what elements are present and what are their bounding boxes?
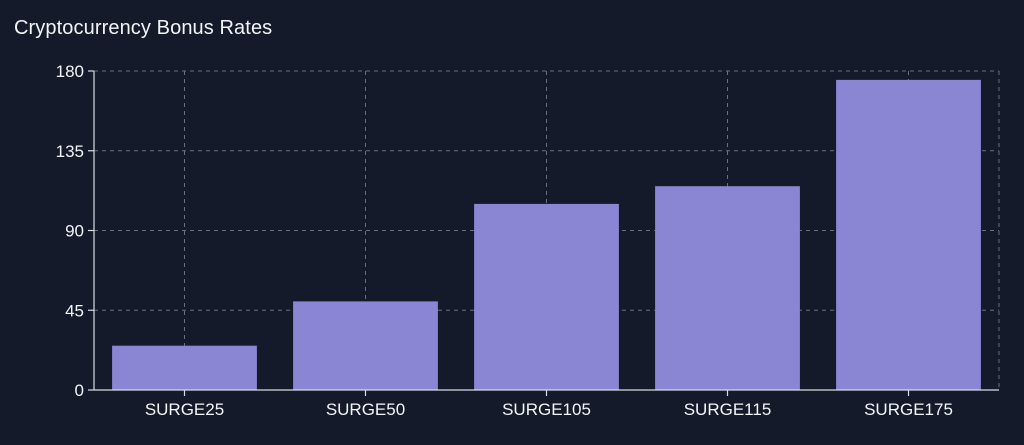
bar-surge50 <box>293 301 438 390</box>
bar-surge115 <box>655 186 800 390</box>
x-tick-label: SURGE50 <box>326 400 405 419</box>
bar-surge175 <box>836 79 981 390</box>
bar-surge105 <box>474 203 619 390</box>
y-tick-label: 0 <box>75 381 84 400</box>
x-tick-label: SURGE25 <box>145 400 224 419</box>
y-tick-label: 135 <box>56 142 84 161</box>
y-tick-label: 45 <box>65 301 84 320</box>
y-tick-label: 180 <box>56 62 84 81</box>
y-tick-label: 90 <box>65 222 84 241</box>
x-tick-label: SURGE115 <box>684 400 772 419</box>
x-tick-label: SURGE175 <box>864 400 953 419</box>
chart-title: Cryptocurrency Bonus Rates <box>14 17 273 39</box>
x-tick-label: SURGE105 <box>502 400 591 419</box>
bar-surge25 <box>112 345 257 390</box>
